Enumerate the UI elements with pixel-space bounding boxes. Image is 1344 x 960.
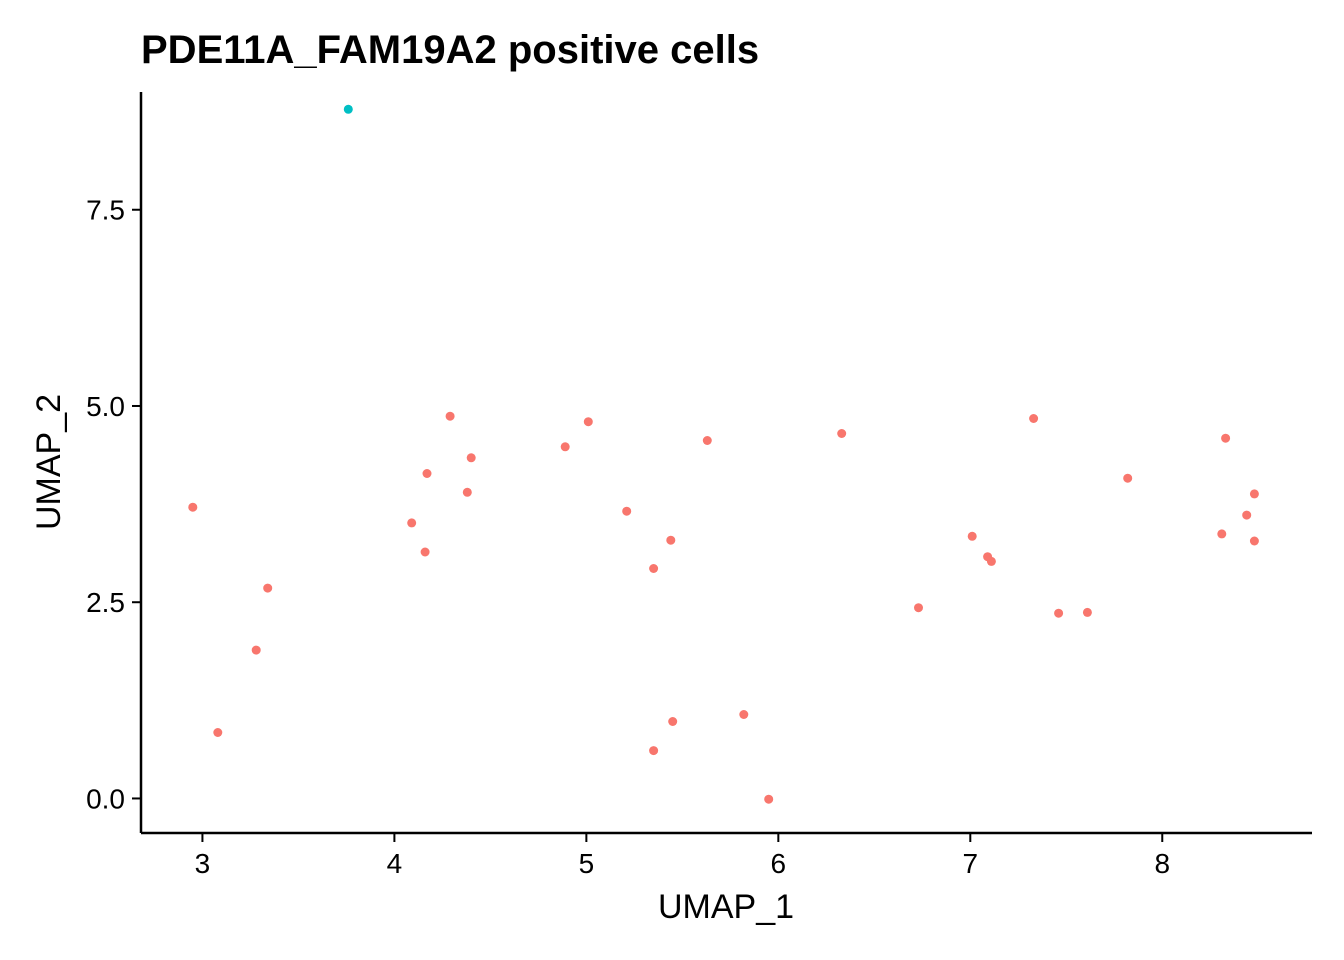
data-point-0-19 <box>764 794 774 804</box>
data-point-0-12 <box>622 506 632 516</box>
data-point-0-9 <box>466 453 476 463</box>
data-point-0-5 <box>420 547 430 557</box>
y-ticks: 0.0 2.5 5.0 7.5 <box>86 195 141 814</box>
data-point-0-31 <box>1242 510 1252 520</box>
y-tick-label: 2.5 <box>86 587 125 618</box>
data-point-0-33 <box>1249 536 1259 546</box>
y-tick-label: 0.0 <box>86 783 125 814</box>
x-ticks: 3 4 5 6 7 8 <box>195 833 1170 879</box>
data-point-0-6 <box>422 469 432 478</box>
data-point-0-27 <box>1082 607 1092 617</box>
data-point-0-28 <box>1123 473 1133 483</box>
data-point-0-16 <box>668 717 678 726</box>
data-point-0-26 <box>1054 608 1064 618</box>
x-tick-label: 3 <box>195 848 211 879</box>
chart-title: PDE11A_FAM19A2 positive cells <box>141 28 759 72</box>
x-tick-label: 7 <box>963 848 979 879</box>
data-point-0-25 <box>1029 414 1039 423</box>
data-point-0-2 <box>251 645 261 655</box>
data-point-0-13 <box>649 564 659 573</box>
data-point-0-10 <box>560 442 570 452</box>
data-point-0-30 <box>1221 433 1231 443</box>
data-point-0-22 <box>967 531 977 541</box>
data-point-0-24 <box>986 556 996 566</box>
data-point-0-18 <box>739 710 749 719</box>
y-tick-label: 7.5 <box>86 195 125 226</box>
x-tick-label: 5 <box>579 848 595 879</box>
x-axis-title: UMAP_1 <box>658 888 794 926</box>
x-tick-label: 8 <box>1154 848 1170 879</box>
y-axis-title: UMAP_2 <box>30 394 68 530</box>
y-tick-label: 5.0 <box>86 391 125 422</box>
data-point-0-0 <box>188 502 198 512</box>
data-point-1-0 <box>343 104 353 114</box>
data-point-0-15 <box>666 535 676 545</box>
data-point-0-8 <box>462 487 472 497</box>
data-point-0-21 <box>914 603 923 613</box>
data-point-0-20 <box>837 429 847 438</box>
data-point-0-17 <box>702 436 712 445</box>
data-point-0-1 <box>213 728 223 737</box>
data-point-0-7 <box>445 411 455 421</box>
data-point-0-14 <box>649 746 659 756</box>
data-point-0-29 <box>1217 529 1227 539</box>
x-tick-label: 4 <box>387 848 403 879</box>
data-point-0-11 <box>583 417 593 427</box>
data-point-0-32 <box>1249 489 1259 499</box>
x-tick-label: 6 <box>771 848 787 879</box>
data-point-0-3 <box>263 583 273 593</box>
points-layer <box>188 104 1259 804</box>
data-point-0-4 <box>407 518 417 528</box>
